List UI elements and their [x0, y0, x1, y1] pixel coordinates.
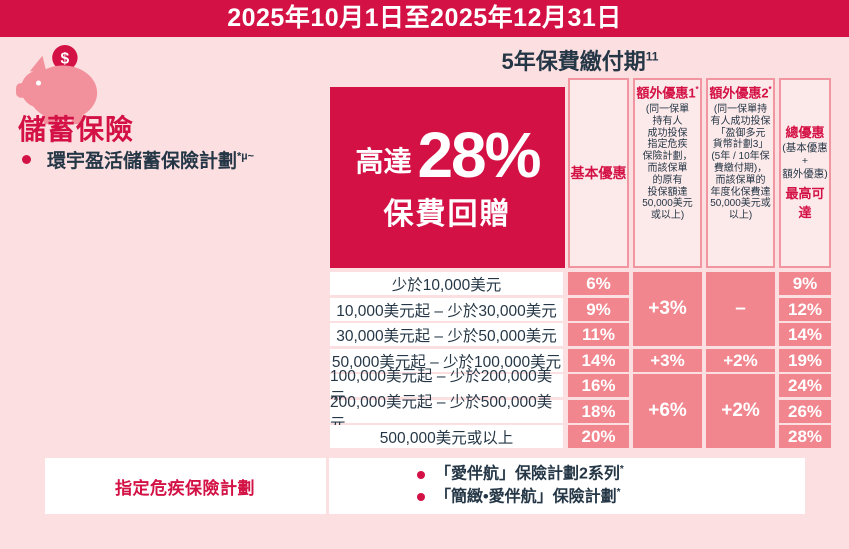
designated-plans-label: 指定危疾保險計劃: [115, 478, 255, 498]
extra1-title-text: 額外優惠1: [636, 85, 696, 101]
table-row-label: 30,000美元起 – 少於50,000美元: [330, 323, 563, 346]
plan-item-text: 「簡緻•愛伴航」保險計劃*: [435, 486, 621, 509]
category-title: 儲蓄保險: [18, 114, 135, 145]
column-header-basic: 基本優惠: [568, 78, 629, 268]
basic-offer-cell: 9%: [568, 298, 629, 321]
basic-offer-cell: 18%: [568, 400, 629, 423]
column-header-extra2-title: 額外優惠2*: [709, 85, 771, 101]
list-item: 「簡緻•愛伴航」保險計劃*: [417, 486, 717, 509]
column-header-extra1: 額外優惠1* (同一保單 持有人 成功投保 指定危疾 保險計劃， 而該保單 的原…: [633, 78, 702, 268]
column-header-total-title: 總優惠: [785, 124, 825, 140]
column-header-extra1-title: 額外優惠1*: [636, 85, 698, 101]
table-row-label: 50,000美元起 – 少於100,000美元: [330, 349, 563, 372]
promo-prefix: 高達: [355, 145, 412, 177]
extra1-offer-cell: +3%: [633, 349, 702, 372]
bullet-icon: [417, 470, 425, 479]
column-header-extra1-note: (同一保單 持有人 成功投保 指定危疾 保險計劃， 而該保單 的原有 投保額達 …: [642, 103, 693, 222]
table-row-label: 10,000美元起 – 少於30,000美元: [330, 298, 563, 321]
column-header-extra2-note: (同一保單持 有人成功投保 「盈御多元 貨幣計劃3」 (5年 / 10年保 費繳…: [710, 103, 771, 222]
plan-item-superscript: *: [616, 487, 621, 498]
extra2-superscript: *: [768, 85, 772, 94]
column-header-total-note: (基本優惠 + 額外優惠): [782, 142, 828, 181]
list-item: 「愛伴航」保險計劃2系列*: [417, 463, 717, 486]
footer-divider: [326, 458, 329, 514]
dollar-coin-icon: $: [61, 51, 70, 68]
promo-suffix: 保費回贈: [383, 197, 512, 231]
extra2-offer-cell: +2%: [706, 374, 775, 448]
piggy-bank-icon: $: [16, 44, 104, 133]
payment-period-title: 5年保費繳付期11: [330, 44, 830, 76]
table-row-label: 200,000美元起 – 少於500,000美元: [330, 394, 563, 433]
column-header-basic-label: 基本優惠: [570, 165, 627, 181]
table-row-label: 少於10,000美元: [330, 272, 563, 295]
basic-offer-cell: 6%: [568, 272, 629, 295]
total-offer-cell: 14%: [779, 323, 831, 346]
plan-item-superscript: *: [619, 464, 624, 476]
bullet-icon: [417, 493, 425, 502]
total-offer-cell: 9%: [779, 272, 831, 295]
plan-item-name: 「簡緻•愛伴航」保險計劃: [435, 488, 617, 506]
extra1-offer-cell: +6%: [633, 374, 702, 448]
total-offer-cell: 24%: [779, 374, 831, 397]
column-header-total: 總優惠 (基本優惠 + 額外優惠) 最高可達: [779, 78, 831, 268]
plan-list-item: 環宇盈活儲蓄保險計劃*µ~: [22, 146, 254, 173]
column-header-extra2: 額外優惠2* (同一保單持 有人成功投保 「盈御多元 貨幣計劃3」 (5年 / …: [706, 78, 775, 268]
payment-period-text: 5年保費繳付期: [501, 49, 646, 74]
plan-name-text: 環宇盈活儲蓄保險計劃: [47, 151, 238, 172]
basic-offer-cell: 14%: [568, 349, 629, 372]
date-banner: 2025年10月1日至2025年12月31日: [0, 0, 849, 37]
extra2-title-text: 額外優惠2: [709, 85, 769, 101]
plan-item-text: 「愛伴航」保險計劃2系列*: [435, 463, 624, 486]
basic-offer-cell: 16%: [568, 374, 629, 397]
total-offer-cell: 26%: [779, 400, 831, 423]
total-offer-cell: 12%: [779, 298, 831, 321]
payment-period-superscript: 11: [645, 49, 659, 64]
plan-superscript: *µ~: [237, 150, 255, 163]
column-header-total-highlight: 最高可達: [785, 186, 825, 221]
plan-item-name: 「愛伴航」保險計劃2系列: [435, 465, 620, 483]
basic-offer-cell: 11%: [568, 323, 629, 346]
plan-name: 環宇盈活儲蓄保險計劃*µ~: [47, 146, 254, 173]
bullet-icon: [22, 155, 31, 164]
extra2-offer-cell: +2%: [706, 349, 775, 372]
promo-percent: 28%: [417, 118, 541, 191]
total-offer-cell: 28%: [779, 425, 831, 448]
extra2-offer-cell: –: [706, 272, 775, 346]
basic-offer-cell: 20%: [568, 425, 629, 448]
extra1-offer-cell: +3%: [633, 272, 702, 346]
promo-rebate-block: 高達 28% 保費回贈: [330, 87, 565, 268]
table-row-label: 500,000美元或以上: [330, 425, 563, 448]
designated-plans-list: 「愛伴航」保險計劃2系列* 「簡緻•愛伴航」保險計劃*: [329, 458, 805, 514]
designated-plans-box: 指定危疾保險計劃 「愛伴航」保險計劃2系列* 「簡緻•愛伴航」保險計劃*: [45, 458, 805, 514]
extra1-superscript: *: [695, 85, 699, 94]
total-offer-cell: 19%: [779, 349, 831, 372]
promo-line1: 高達 28%: [355, 118, 541, 191]
